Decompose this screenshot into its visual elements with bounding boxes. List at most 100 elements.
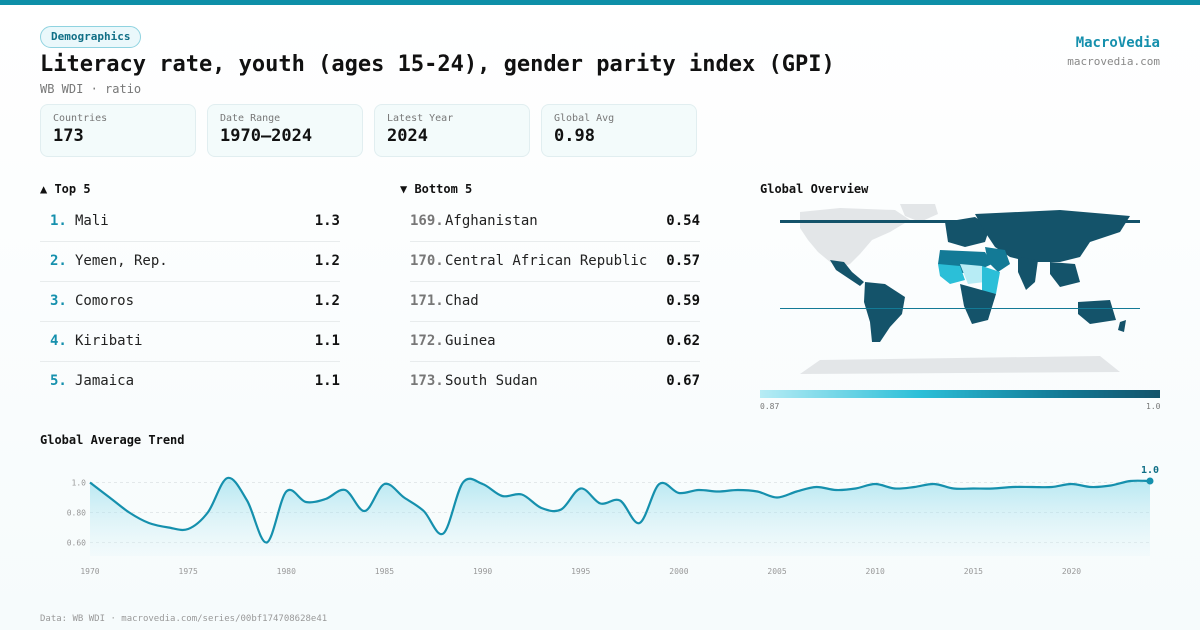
map-region-southern-africa [960,284,996,324]
list-item[interactable]: 1. Mali 1.3 [40,202,340,242]
trend-chart[interactable]: 0.60 0.80 1.0 1970 1975 1980 1985 1990 1995 2000 2… [40,450,1160,594]
list-item[interactable]: 170. Central African Republic 0.57 [410,242,700,282]
rank-number: 3. [50,293,67,309]
country-value: 0.57 [666,253,700,269]
map-region-oceania [1078,300,1116,324]
x-tick-label: 1975 [179,567,198,576]
stat-value: 0.98 [554,126,595,146]
country-value: 1.2 [314,293,340,309]
map-region-central-america [830,260,864,286]
top-accent-bar [0,0,1200,5]
x-tick-label: 2010 [866,567,885,576]
list-item[interactable]: 2. Yemen, Rep. 1.2 [40,242,340,282]
list-item[interactable]: 171. Chad 0.59 [410,282,700,322]
map-artifact-line [780,220,1140,223]
country-value: 1.1 [314,373,340,389]
x-tick-label: 2020 [1062,567,1081,576]
map-region-north-america [800,208,910,268]
x-tick-label: 1980 [277,567,296,576]
footer-source: Data: WB WDI · macrovedia.com/series/00b… [40,614,328,624]
stat-label: Date Range [220,113,281,124]
map-region-new-zealand [1118,320,1126,332]
country-value: 0.67 [666,373,700,389]
map-region-southeast-asia [1050,262,1080,287]
x-tick-label: 2005 [767,567,786,576]
x-tick-label: 1985 [375,567,394,576]
rank-number: 173. [410,373,444,389]
legend-max-label: 1.0 [1146,402,1161,411]
list-item[interactable]: 5. Jamaica 1.1 [40,362,340,402]
stat-label: Countries [53,113,108,124]
stat-card-date-range: Date Range 1970–2024 [207,104,363,157]
country-value: 0.59 [666,293,700,309]
stat-value: 1970–2024 [220,126,313,146]
last-point-marker [1146,477,1154,485]
country-name: Kiribati [75,333,143,349]
page-subtitle: WB WDI · ratio [40,82,142,96]
map-region-west-africa [938,264,965,284]
map-region-sahel [960,264,985,284]
map-region-greenland [900,204,938,222]
stat-card-global-avg: Global Avg 0.98 [541,104,697,157]
y-tick-label: 1.0 [72,479,87,488]
country-value: 0.54 [666,213,700,229]
map-region-east-africa [982,266,1000,294]
country-name: Comoros [75,293,135,309]
list-item[interactable]: 169. Afghanistan 0.54 [410,202,700,242]
stat-card-latest-year: Latest Year 2024 [374,104,530,157]
rank-number: 5. [50,373,67,389]
category-badge[interactable]: Demographics [40,26,142,48]
page-title: Literacy rate, youth (ages 15-24), gende… [40,52,835,77]
world-map-svg [780,204,1140,374]
country-name: Mali [75,213,109,229]
country-value: 1.1 [314,333,340,349]
country-name: Central African Republic [445,253,648,269]
rank-number: 172. [410,333,444,349]
rank-number: 1. [50,213,67,229]
top5-list: 1. Mali 1.3 2. Yemen, Rep. 1.2 3. Comoro… [40,202,340,402]
trend-line [89,476,1151,544]
rank-number: 171. [410,293,444,309]
bottom5-heading: ▼ Bottom 5 [400,182,473,196]
stat-value: 2024 [387,126,428,146]
list-item[interactable]: 173. South Sudan 0.67 [410,362,700,402]
trend-chart-svg: 0.60 0.80 1.0 1970 1975 1980 1985 1990 1995 2000 2… [67,465,1159,576]
list-item[interactable]: 3. Comoros 1.2 [40,282,340,322]
map-region-europe [945,217,990,247]
country-name: South Sudan [445,373,538,389]
country-name: Jamaica [75,373,135,389]
stat-card-countries: Countries 173 [40,104,196,157]
map-equator-line [780,308,1140,309]
trend-area [90,477,1150,556]
map-region-south-america [864,282,905,342]
country-value: 0.62 [666,333,700,349]
x-tick-label: 1990 [473,567,492,576]
map-region-middle-east [985,247,1010,272]
map-region-antarctica [800,356,1120,374]
top5-heading: ▲ Top 5 [40,182,91,196]
rank-number: 4. [50,333,67,349]
list-item[interactable]: 172. Guinea 0.62 [410,322,700,362]
country-name: Guinea [445,333,496,349]
country-name: Afghanistan [445,213,538,229]
y-tick-label: 0.60 [67,539,86,548]
map-legend-gradient [760,390,1160,398]
rank-number: 170. [410,253,444,269]
country-value: 1.3 [314,213,340,229]
legend-min-label: 0.87 [760,402,780,411]
list-item[interactable]: 4. Kiribati 1.1 [40,322,340,362]
country-name: Chad [445,293,479,309]
rank-number: 169. [410,213,444,229]
brand-url[interactable]: macrovedia.com [1067,55,1160,68]
brand-logo[interactable]: MacroVedia [1075,35,1160,51]
map-heading: Global Overview [760,182,869,196]
map-region-south-asia [1018,257,1038,290]
bottom5-list: 169. Afghanistan 0.54 170. Central Afric… [410,202,700,402]
world-choropleth-map[interactable] [760,202,1160,382]
y-tick-label: 0.80 [67,509,86,518]
rank-number: 2. [50,253,67,269]
country-name: Yemen, Rep. [75,253,168,269]
stat-value: 173 [53,126,84,146]
stat-label: Latest Year [387,113,454,124]
country-value: 1.2 [314,253,340,269]
